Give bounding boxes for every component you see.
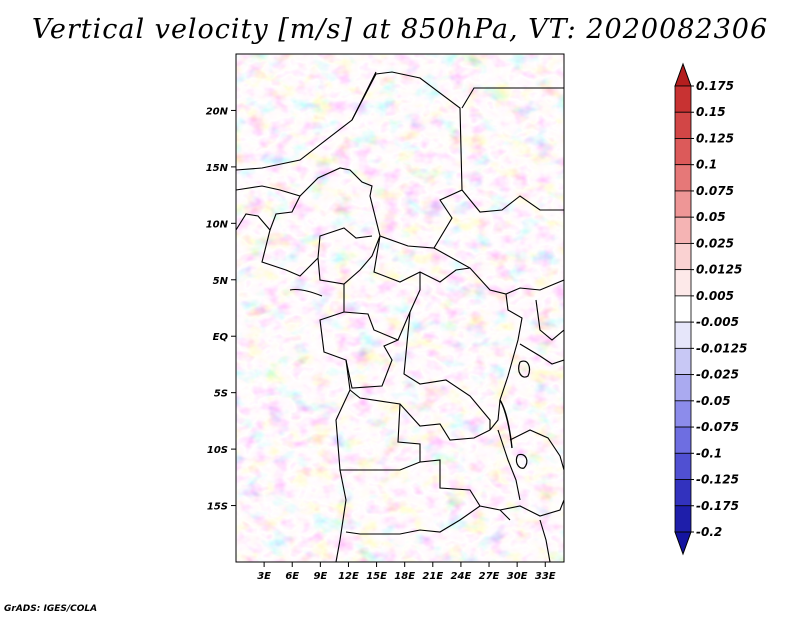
colorbar-swatch [674, 138, 692, 166]
lat-tick-label: 5N [213, 276, 229, 287]
colorbar-swatch [674, 216, 692, 244]
colorbar-label: 0.1 [696, 158, 717, 172]
lat-tick-label: 15S [207, 502, 228, 513]
colorbar-label: -0.0125 [696, 341, 747, 355]
colorbar-label: -0.075 [696, 420, 739, 434]
lat-tick-label: 5S [214, 389, 228, 400]
lat-tick-label: EQ [213, 332, 229, 343]
colorbar-label: -0.2 [696, 525, 722, 539]
lon-tick-label: 9E [313, 571, 327, 582]
colorbar-swatch [674, 295, 692, 323]
lat-tick-label: 10S [207, 445, 228, 456]
colorbar-label: -0.1 [696, 446, 722, 460]
colorbar-swatch [674, 243, 692, 271]
colorbar-swatch [674, 426, 692, 454]
colorbar-label: 0.025 [696, 236, 734, 250]
country-borders [236, 71, 564, 562]
colorbar-swatch [674, 85, 692, 113]
lon-tick-label: 30E [507, 571, 528, 582]
lon-tick-label: 27E [479, 571, 500, 582]
colorbar-label: -0.125 [696, 473, 739, 487]
colorbar-label: 0.0125 [696, 263, 742, 277]
colorbar-swatch [674, 269, 692, 297]
lat-tick-label: 15N [206, 163, 229, 174]
colorbar-label: 0.05 [696, 210, 726, 224]
lat-tick-label: 20N [206, 106, 229, 117]
colorbar-swatch [674, 400, 692, 428]
colorbar-swatch [674, 479, 692, 507]
colorbar: 0.175 0.15 0.125 0.1 0.075 0.05 0.025 0.0125 0.0… [674, 62, 747, 556]
lon-tick-label: 15E [366, 571, 387, 582]
map-plot-area [235, 53, 565, 563]
lon-tick-label: 18E [394, 571, 415, 582]
colorbar-label: 0.15 [696, 105, 726, 119]
chart-title: Vertical velocity [m/s] at 850hPa, VT: 2… [31, 14, 769, 45]
lon-tick-label: 6E [285, 571, 299, 582]
latitude-axis: 20N 15N 10N 5N EQ 5S 10S 15S [206, 106, 236, 513]
colorbar-swatch [674, 321, 692, 349]
colorbar-swatch [674, 452, 692, 480]
colorbar-swatch [674, 505, 692, 533]
colorbar-swatch [674, 374, 692, 402]
colorbar-swatch [674, 111, 692, 139]
colorbar-label: -0.175 [696, 499, 739, 513]
lon-tick-label: 3E [257, 571, 271, 582]
longitude-axis: 3E 6E 9E 12E 15E 18E 21E 24E 27E 30E 33E [257, 562, 556, 582]
lon-tick-label: 12E [338, 571, 359, 582]
colorbar-swatch [674, 347, 692, 375]
colorbar-label: 0.005 [696, 289, 734, 303]
colorbar-label: -0.025 [696, 368, 739, 382]
colorbar-label: -0.005 [696, 315, 739, 329]
colorbar-label: 0.075 [696, 184, 734, 198]
colorbar-swatch [674, 164, 692, 192]
colorbar-swatch [674, 62, 692, 87]
lon-tick-label: 21E [422, 571, 443, 582]
colorbar-label: 0.125 [696, 131, 734, 145]
colorbar-label: 0.175 [696, 79, 734, 93]
colorbar-swatch [674, 190, 692, 218]
lon-tick-label: 24E [451, 571, 472, 582]
colorbar-swatch [674, 531, 692, 556]
lon-tick-label: 33E [535, 571, 556, 582]
grads-credit: GrADS: IGES/COLA [4, 604, 98, 614]
lat-tick-label: 10N [206, 219, 229, 230]
colorbar-label: -0.05 [696, 394, 731, 408]
